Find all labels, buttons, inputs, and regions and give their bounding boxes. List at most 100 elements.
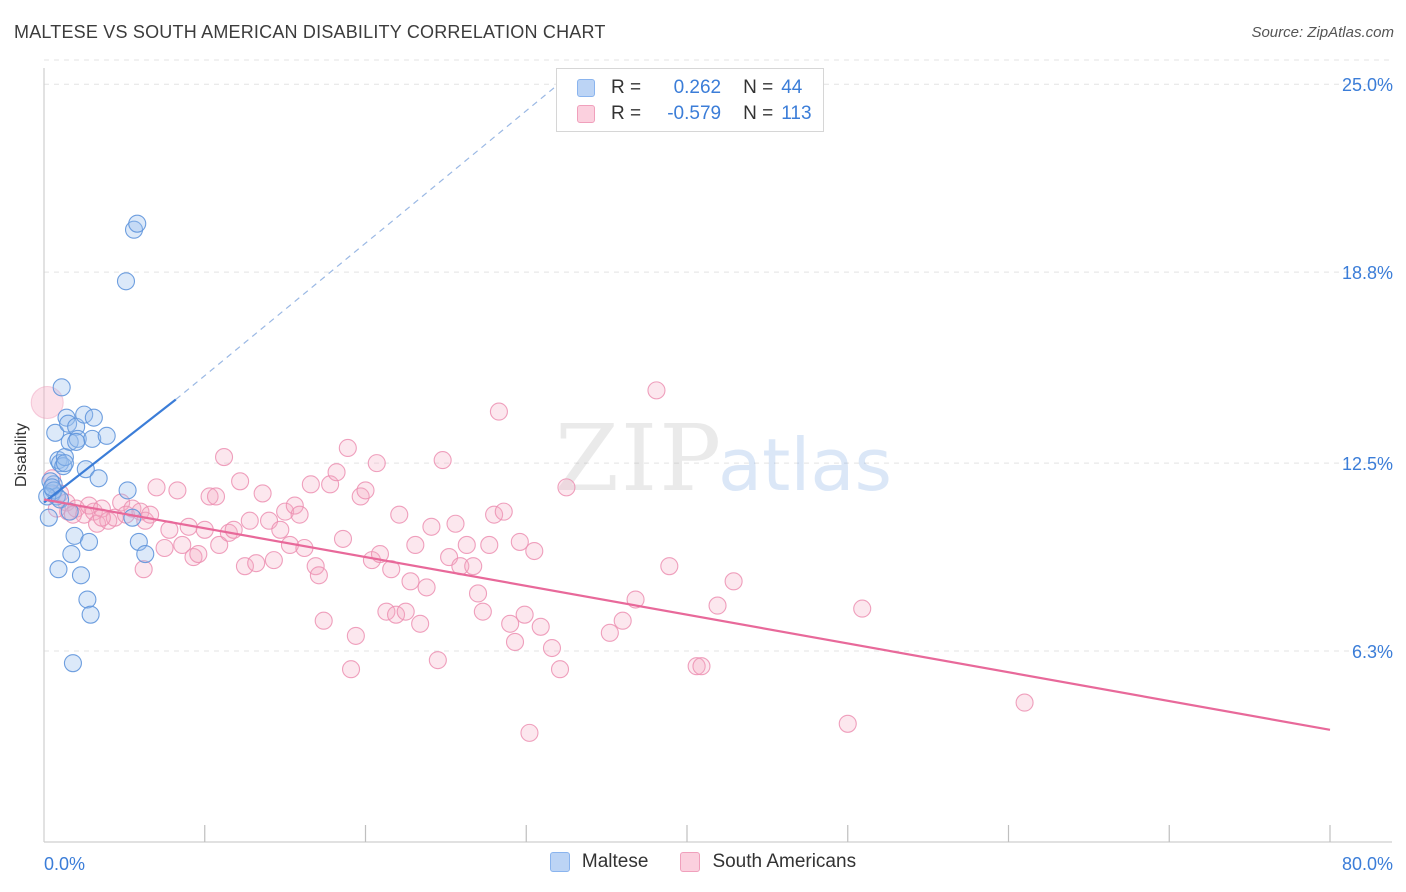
- south-american-point: [264, 551, 283, 570]
- south-american-point: [428, 651, 447, 670]
- legend-row-south-americans: R = -0.579 N = 113: [577, 101, 812, 127]
- south-american-point: [494, 502, 513, 521]
- south-american-point: [189, 545, 208, 564]
- maltese-point: [62, 545, 81, 564]
- south-american-point: [63, 505, 82, 524]
- south-american-point: [433, 451, 452, 470]
- maltese-point: [79, 532, 99, 551]
- south-american-point: [724, 572, 743, 591]
- south-american-point: [557, 478, 576, 497]
- maltese-point: [97, 426, 116, 445]
- maltese-point: [46, 423, 65, 442]
- south-american-point: [285, 496, 304, 515]
- y-tick-label: 25.0%: [1342, 75, 1393, 95]
- south-american-point: [271, 520, 290, 539]
- maltese-point: [49, 560, 68, 579]
- maltese-point: [118, 481, 137, 500]
- legend-n-label: N =: [743, 103, 774, 124]
- maltese-point: [75, 405, 94, 424]
- south-american-point: [147, 478, 166, 497]
- south-american-point: [531, 617, 550, 636]
- south-american-point: [155, 538, 174, 558]
- south-american-point: [327, 463, 346, 482]
- south-american-point: [446, 514, 465, 533]
- south-american-point: [173, 535, 192, 555]
- legend-r-value: 0.262: [673, 77, 722, 98]
- maltese-point: [57, 408, 76, 427]
- tick-labels: 6.3% 12.5% 18.8% 25.0% 0.0% 80.0%: [44, 75, 1393, 874]
- legend-item-maltese[interactable]: Maltese: [549, 851, 649, 873]
- south-american-point: [386, 605, 406, 624]
- south-american-point: [224, 520, 243, 539]
- stats-legend: R = 0.262 N = 44 R = -0.579 N = 113: [556, 68, 824, 132]
- grid-lines: [44, 59, 1392, 652]
- south-american-point: [489, 402, 508, 421]
- south-american-point: [333, 529, 353, 548]
- maltese-trend-extension: [175, 83, 559, 400]
- south-american-point: [505, 632, 525, 652]
- south-american-point: [206, 487, 226, 506]
- maltese-point: [51, 454, 70, 473]
- legend-label-maltese: Maltese: [581, 851, 649, 872]
- legend-n-value: 113: [781, 103, 812, 124]
- legend-r-label: R =: [611, 103, 642, 124]
- south-american-point: [457, 535, 476, 555]
- source-label: Source: ZipAtlas.com: [1251, 24, 1394, 41]
- watermark-zip: ZIP: [555, 405, 723, 512]
- y-axis-label: Disability: [13, 422, 31, 488]
- south-american-point: [660, 557, 679, 576]
- south-american-point: [367, 454, 386, 473]
- south-american-point: [600, 623, 619, 642]
- south-american-point: [401, 572, 420, 591]
- y-tick-label: 18.8%: [1342, 263, 1393, 283]
- south-american-point: [235, 557, 254, 576]
- legend-n-value: 44: [781, 77, 803, 98]
- legend-swatch-maltese: [549, 852, 570, 872]
- chart-title: MALTESE VS SOUTH AMERICAN DISABILITY COR…: [14, 22, 606, 42]
- series-legend: Maltese South Americans: [0, 851, 1406, 873]
- y-tick-label: 12.5%: [1342, 454, 1393, 474]
- south-american-point: [417, 578, 436, 597]
- south-american-point: [377, 602, 396, 621]
- legend-swatch-maltese: [577, 79, 595, 97]
- south-american-point: [411, 614, 430, 633]
- south-american-point: [692, 657, 711, 676]
- maltese-point: [52, 378, 71, 397]
- south-american-point: [356, 481, 375, 500]
- south-american-point: [351, 487, 370, 506]
- maltese-point: [68, 429, 87, 448]
- maltese-point: [39, 508, 58, 527]
- south-american-point: [838, 714, 857, 733]
- legend-r-value: -0.579: [667, 103, 722, 124]
- south-american-point: [510, 532, 529, 551]
- maltese-point: [78, 590, 97, 609]
- south-american-point: [200, 487, 219, 506]
- south-american-point: [1015, 693, 1034, 712]
- x-tick-label: 80.0%: [1342, 854, 1393, 874]
- maltese-point: [67, 432, 86, 451]
- maltese-points: [38, 214, 155, 673]
- south-american-point: [276, 502, 295, 521]
- south-american-point: [301, 475, 320, 494]
- legend-item-south-americans[interactable]: South Americans: [680, 851, 856, 873]
- south-american-point: [309, 566, 328, 585]
- south-american-point: [168, 481, 187, 500]
- south-american-point: [134, 560, 153, 579]
- watermark-atlas: atlas: [718, 423, 892, 507]
- south-american-point: [338, 438, 357, 458]
- maltese-point: [116, 272, 136, 291]
- maltese-point: [42, 478, 62, 497]
- maltese-point: [123, 508, 142, 527]
- x-tick-label: 0.0%: [44, 854, 85, 874]
- maltese-point: [89, 469, 108, 488]
- south-american-point: [501, 614, 520, 633]
- legend-swatch-south-americans: [680, 852, 701, 872]
- south-american-point: [240, 511, 259, 530]
- south-american-point: [525, 541, 544, 561]
- legend-swatch-south-americans: [577, 105, 595, 123]
- south-american-point: [341, 660, 361, 679]
- south-american-point: [231, 472, 250, 491]
- maltese-point: [63, 654, 82, 673]
- axes: [43, 68, 1392, 843]
